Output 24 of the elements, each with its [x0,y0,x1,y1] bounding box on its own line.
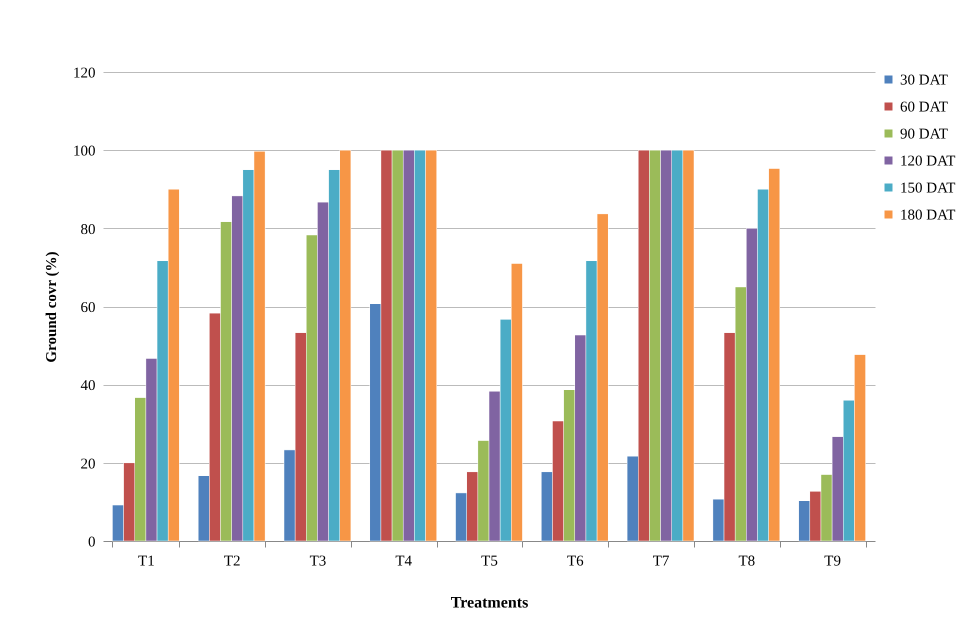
x-tick-label: T1 [138,554,155,570]
y-tick-label: 120 [73,66,96,82]
legend-label: 90 DAT [900,126,948,142]
y-tick-label: 100 [73,144,96,160]
x-tick-label: T3 [310,554,326,570]
x-tick-label: T2 [224,554,241,570]
x-axis-title: Treatments [450,594,528,612]
legend-label: 30 DAT [900,72,948,88]
x-tick-label: T7 [652,554,670,570]
legend-label: 150 DAT [900,180,956,196]
y-tick-label: 80 [80,222,96,238]
y-axis-title: Ground covr (%) [44,251,60,363]
legend-label: 120 DAT [900,154,956,170]
x-tick-label: T4 [395,554,413,570]
x-tick-label: T9 [824,554,841,570]
x-tick-label: T5 [481,554,498,570]
y-tick-label: 20 [80,456,96,472]
y-tick-label: 40 [80,378,96,394]
x-tick-label: T6 [566,554,584,570]
y-tick-label: 0 [88,534,96,550]
legend-label: 180 DAT [900,208,956,224]
legend-label: 60 DAT [900,100,948,116]
x-tick-label: T8 [738,554,756,570]
y-tick-label: 60 [80,300,96,316]
